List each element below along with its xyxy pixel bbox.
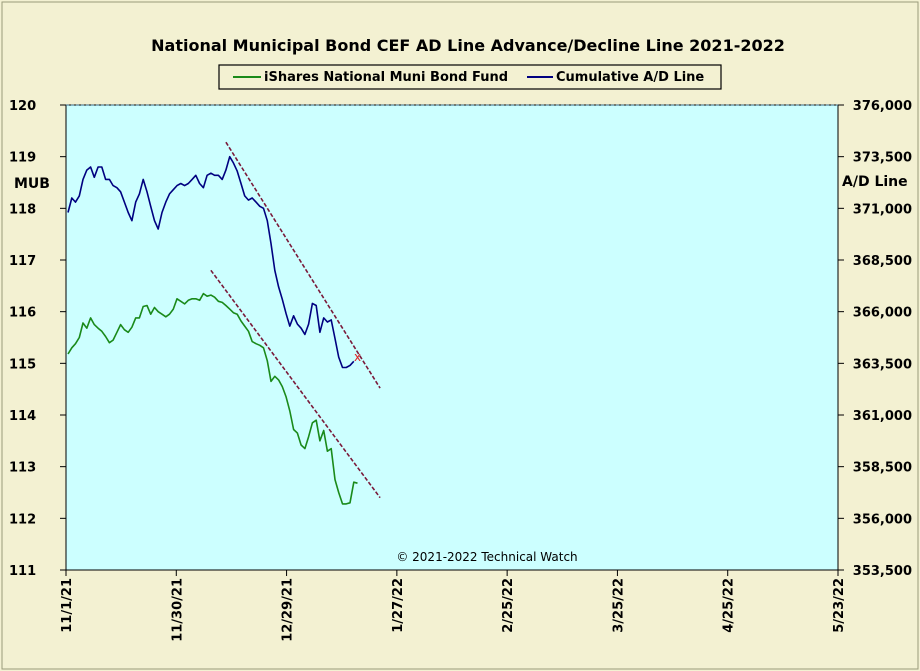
- x-tick-label: 3/25/22: [611, 578, 626, 633]
- x-tick-label: 11/1/21: [60, 578, 75, 633]
- legend-box: [218, 64, 722, 90]
- left-axis: 120 119 118 117 116 115 114 113 112 111: [9, 99, 66, 579]
- legend-label-ad: Cumulative A/D Line: [556, 70, 704, 85]
- x-tick-label: 11/30/21: [170, 578, 185, 642]
- right-tick-label: 368,500: [853, 254, 912, 269]
- legend: iShares National Muni Bond Fund Cumulati…: [218, 64, 722, 90]
- chart-title: National Municipal Bond CEF AD Line Adva…: [151, 36, 785, 55]
- left-tick-label: 117: [9, 254, 36, 269]
- x-tick-label: 4/25/22: [722, 578, 737, 633]
- trendline-3: [225, 141, 381, 389]
- x-axis: 11/1/21 11/30/21 12/29/21 1/27/22 2/25/22 3/2…: [60, 570, 847, 642]
- left-tick-label: 119: [9, 151, 36, 166]
- x-tick-label: 1/27/22: [391, 578, 406, 633]
- x-tick-label: 2/25/22: [501, 578, 516, 633]
- x-tick-label: 5/23/22: [832, 578, 847, 633]
- left-tick-label: 113: [9, 461, 36, 476]
- right-tick-label: 366,000: [853, 306, 912, 321]
- series-layer: x: [67, 141, 381, 505]
- left-tick-label: 118: [9, 202, 36, 217]
- right-tick-label: 373,500: [853, 151, 912, 166]
- x-tick-label: 12/29/21: [281, 578, 296, 642]
- left-tick-label: 115: [9, 357, 36, 372]
- copyright-text: © 2021-2022 Technical Watch: [396, 550, 577, 564]
- right-tick-label: 371,000: [853, 202, 912, 217]
- right-tick-label: 363,500: [853, 357, 912, 372]
- x-marker: x: [354, 350, 361, 364]
- right-tick-label: 356,000: [853, 512, 912, 527]
- right-tick-label: 353,500: [853, 564, 912, 579]
- left-axis-label: MUB: [14, 176, 50, 192]
- right-tick-label: 358,500: [853, 461, 912, 476]
- left-tick-label: 112: [9, 512, 36, 527]
- series-line-ad-line: [67, 155, 355, 369]
- trendline-2: [210, 269, 381, 499]
- left-tick-label: 114: [9, 409, 36, 424]
- right-axis-label: A/D Line: [842, 174, 908, 190]
- right-axis: 376,000 373,500 371,000 368,500 366,000 363,5…: [838, 99, 912, 579]
- plot-area: [65, 104, 839, 571]
- legend-label-mub: iShares National Muni Bond Fund: [264, 70, 508, 85]
- series-line-mub: [67, 292, 358, 505]
- right-tick-label: 376,000: [853, 99, 912, 114]
- left-tick-label: 116: [9, 306, 36, 321]
- left-tick-label: 111: [9, 564, 36, 579]
- left-tick-label: 120: [9, 99, 36, 114]
- right-tick-label: 361,000: [853, 409, 912, 424]
